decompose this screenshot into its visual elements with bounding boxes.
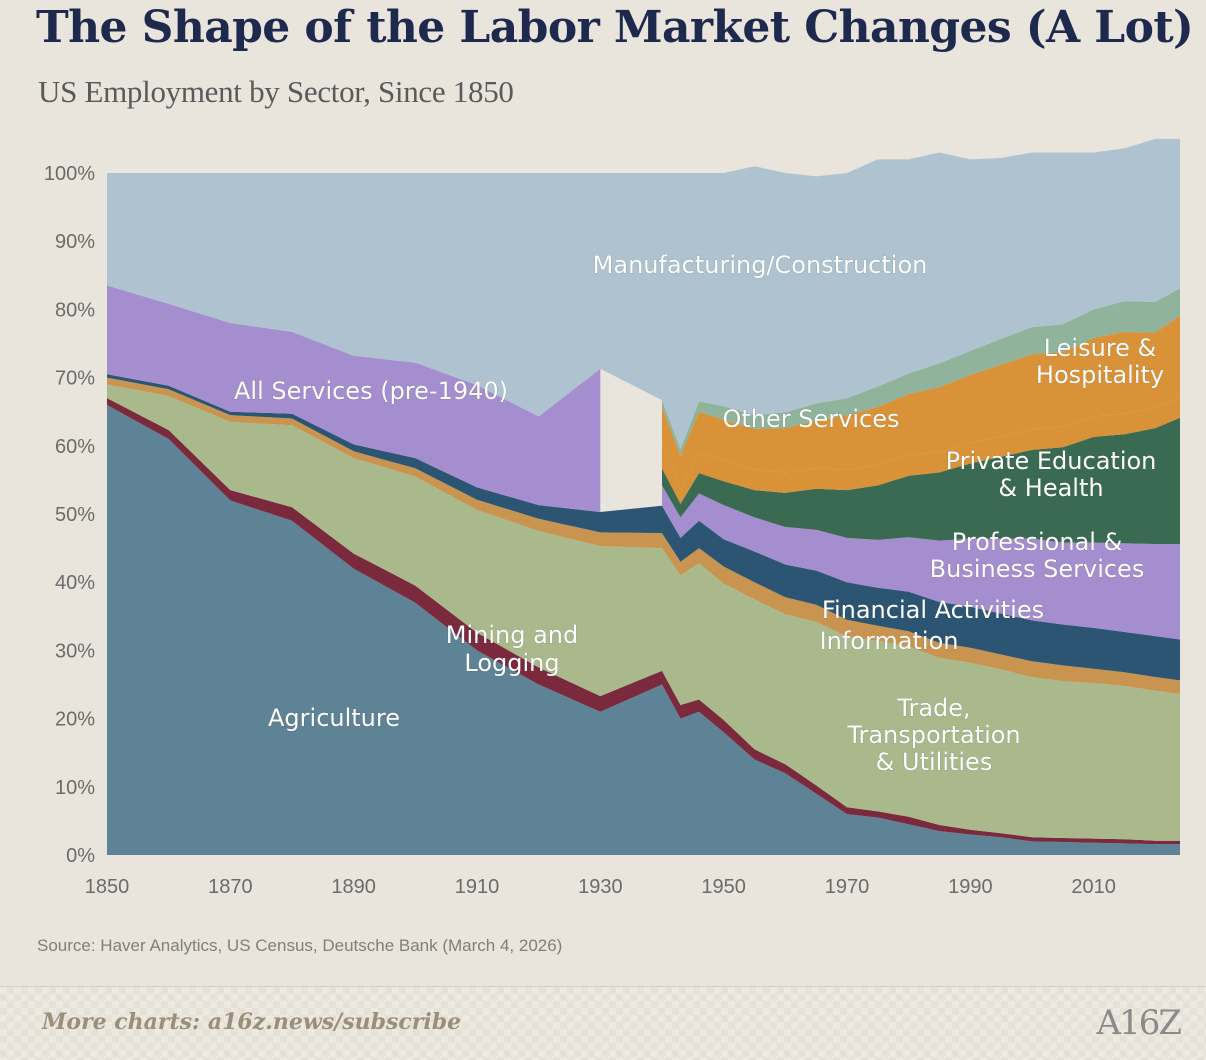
subscribe-link[interactable]: More charts: a16z.news/subscribe: [42, 1009, 462, 1035]
area-financial-activities: [107, 374, 1180, 681]
y-tick-label: 80%: [55, 299, 95, 321]
x-tick-label: 1930: [578, 876, 623, 898]
area-label-professional-1: Professional &: [952, 528, 1123, 556]
area-label-trade-1: Trade,: [896, 694, 970, 722]
x-tick-label: 2010: [1071, 876, 1116, 898]
area-professional-business-services: [662, 485, 1180, 640]
area-trade-transportation-utilities: [107, 384, 1180, 841]
y-tick-label: 10%: [55, 777, 95, 799]
y-tick-label: 100%: [44, 163, 95, 185]
area-label-manufacturing-construction: Manufacturing/Construction: [593, 251, 928, 279]
area-label-mining-2: Logging: [464, 649, 559, 677]
chart-subtitle: US Employment by Sector, Since 1850: [38, 74, 514, 109]
area-private-education-health: [662, 417, 1180, 544]
source-note: Source: Haver Analytics, US Census, Deut…: [37, 936, 563, 955]
x-tick-label: 1890: [331, 876, 376, 898]
area-leisure-hospitality: [662, 315, 1180, 491]
area-agriculture: [107, 404, 1180, 855]
area-label-leisure-1: Leisure &: [1044, 334, 1157, 362]
y-tick-label: 60%: [55, 436, 95, 458]
area-label-trade-3: & Utilities: [876, 748, 993, 776]
area-all-services-pre-1940: [107, 285, 601, 512]
x-tick-label: 1870: [208, 876, 253, 898]
area-series-group: [107, 138, 1180, 855]
x-axis: 1850 1870 1890 1910 1930 1950 1970 1990 2010: [85, 876, 1116, 898]
y-tick-label: 50%: [55, 504, 95, 526]
area-label-agriculture: Agriculture: [268, 704, 400, 732]
area-information: [107, 377, 1180, 694]
y-tick-label: 70%: [55, 368, 95, 390]
y-tick-label: 30%: [55, 640, 95, 662]
area-label-education-2: & Health: [998, 474, 1103, 502]
area-label-leisure-2: Hospitality: [1036, 361, 1164, 389]
x-tick-label: 1990: [948, 876, 993, 898]
area-labels: Manufacturing/Construction All Services (…: [234, 251, 1165, 777]
area-label-all-services-pre1940: All Services (pre-1940): [234, 377, 508, 405]
x-tick-label: 1850: [85, 876, 130, 898]
x-tick-label: 1950: [701, 876, 746, 898]
y-axis: 0% 10% 20% 30% 40% 50% 60% 70% 80% 90% 100%: [44, 163, 95, 867]
y-tick-label: 0%: [66, 845, 95, 867]
area-other-services: [662, 397, 1180, 504]
y-tick-label: 40%: [55, 572, 95, 594]
footer-bar: More charts: a16z.news/subscribe A16Z: [0, 986, 1206, 1060]
area-government: [662, 288, 1180, 456]
area-label-financial: Financial Activities: [822, 596, 1044, 624]
area-label-mining-1: Mining and: [446, 621, 578, 649]
y-tick-label: 90%: [55, 231, 95, 253]
area-label-trade-2: Transportation: [846, 721, 1020, 749]
area-label-education-1: Private Education: [946, 447, 1157, 475]
stacked-area-chart: 0%10%20%30%40%50%60%70%80%90%100% 1850 18…: [44, 138, 1180, 898]
area-label-other-services: Other Services: [723, 405, 900, 433]
chart-title: The Shape of the Labor Market Changes (A…: [36, 2, 1194, 53]
y-tick-label: 20%: [55, 709, 95, 731]
area-manufacturing-construction: [107, 138, 1180, 450]
x-tick-label: 1970: [825, 876, 870, 898]
area-label-information: Information: [820, 627, 959, 655]
area-label-professional-2: Business Services: [930, 555, 1145, 583]
a16z-logo: A16Z: [1096, 1003, 1182, 1043]
x-tick-label: 1910: [455, 876, 500, 898]
